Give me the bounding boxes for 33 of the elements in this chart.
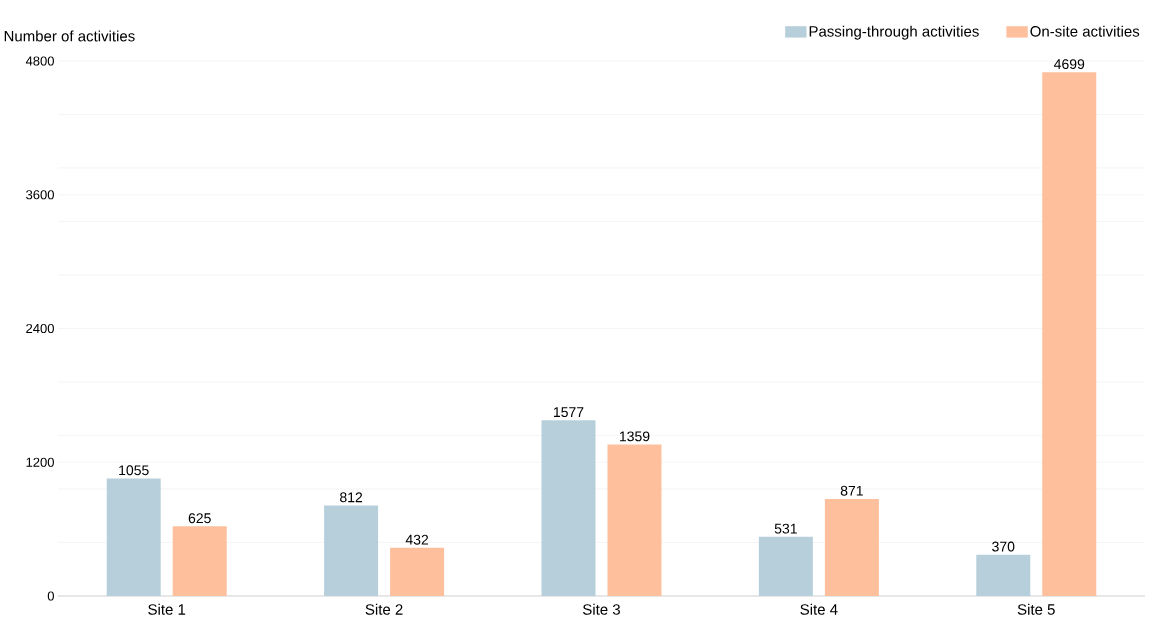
- y-axis-title: Number of activities: [4, 30, 135, 42]
- data-label: 625: [188, 513, 211, 524]
- x-tick-label: Site 2: [365, 603, 403, 615]
- x-tick-label: Site 5: [1017, 603, 1055, 615]
- data-label: 370: [992, 541, 1015, 552]
- bar: [607, 444, 662, 596]
- legend-label: On-site activities: [1030, 25, 1140, 37]
- y-tick-label: 3600: [26, 190, 54, 200]
- y-tick-label: 2400: [26, 323, 54, 334]
- bar: [976, 554, 1031, 596]
- bar: [324, 505, 379, 596]
- x-tick-label: Site 3: [582, 603, 620, 615]
- bar: [541, 420, 596, 596]
- data-label: 432: [405, 534, 429, 545]
- legend-label: Passing-through activities: [809, 25, 979, 40]
- y-tick-label: 4800: [25, 56, 54, 66]
- y-tick-label: 1200: [26, 457, 54, 467]
- data-label: 871: [840, 485, 863, 496]
- bar: [824, 498, 879, 596]
- data-label: 531: [774, 523, 797, 534]
- data-label: 4699: [1054, 59, 1085, 70]
- data-label: 1577: [553, 407, 584, 418]
- bar: [172, 526, 227, 596]
- data-label: 1359: [619, 431, 650, 442]
- data-label: 1055: [119, 465, 149, 476]
- bar: [106, 478, 161, 596]
- x-tick-label: Site 1: [148, 603, 186, 615]
- data-label: 812: [340, 492, 363, 503]
- bar: [758, 536, 813, 596]
- x-tick-label: Site 4: [800, 603, 838, 615]
- y-tick-label: 0: [47, 591, 54, 601]
- bar: [390, 547, 445, 596]
- bar: [1042, 72, 1097, 596]
